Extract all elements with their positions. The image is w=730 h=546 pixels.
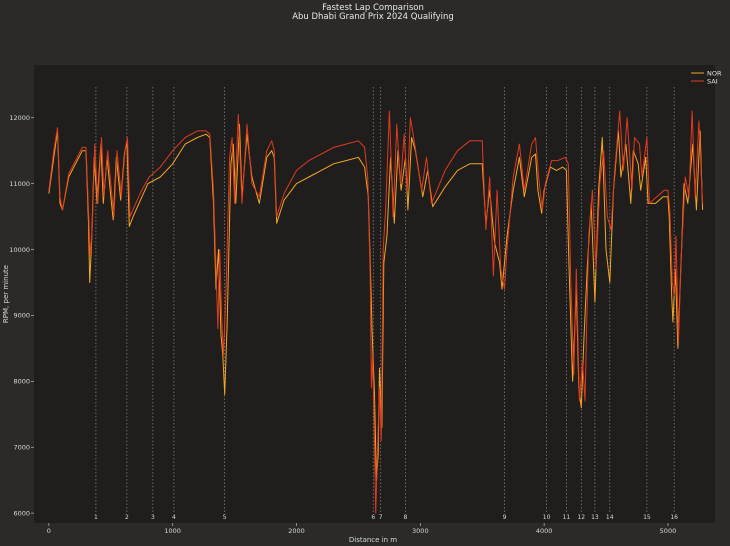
corner-markers: 1 2 3 4 5 6 7 8 9 10 11 12 13 14 15 16 — [94, 87, 678, 521]
x-tick-label: 3000 — [412, 527, 429, 535]
x-axis-ticks: 0 1000 2000 3000 4000 5000 — [47, 523, 676, 535]
y-tick-label: 7000 — [13, 444, 30, 452]
y-tick-label: 6000 — [13, 509, 30, 517]
chart-title: Fastest Lap Comparison — [322, 3, 424, 13]
corner-label-13: 13 — [591, 514, 599, 521]
corner-label-9: 9 — [503, 514, 507, 521]
corner-label-12: 12 — [577, 514, 585, 521]
y-axis-ticks: 6000 7000 8000 9000 10000 11000 12000 — [9, 114, 34, 517]
x-tick-label: 4000 — [536, 527, 553, 535]
corner-label-8: 8 — [404, 514, 408, 521]
corner-label-16: 16 — [670, 514, 678, 521]
corner-label-3: 3 — [151, 514, 155, 521]
y-tick-label: 11000 — [9, 180, 30, 188]
x-tick-label: 5000 — [660, 527, 677, 535]
x-tick-label: 0 — [47, 527, 51, 535]
corner-label-1: 1 — [94, 514, 98, 521]
corner-label-7: 7 — [379, 514, 383, 521]
y-tick-label: 12000 — [9, 114, 30, 122]
x-tick-label: 1000 — [164, 527, 181, 535]
legend-label-nor: NOR — [707, 70, 722, 78]
legend-label-sai: SAI — [707, 78, 718, 86]
y-axis-label: RPM, per minute — [2, 265, 10, 323]
corner-label-6: 6 — [371, 514, 375, 521]
corner-label-14: 14 — [606, 514, 614, 521]
legend: NOR SAI — [691, 70, 722, 86]
corner-label-5: 5 — [223, 514, 227, 521]
y-tick-label: 8000 — [13, 378, 30, 386]
x-tick-label: 2000 — [288, 527, 305, 535]
corner-label-11: 11 — [563, 514, 571, 521]
chart-subtitle: Abu Dhabi Grand Prix 2024 Qualifying — [292, 12, 454, 22]
corner-label-2: 2 — [125, 514, 129, 521]
x-axis-label: Distance in m — [349, 536, 397, 544]
y-tick-label: 10000 — [9, 246, 30, 254]
y-tick-label: 9000 — [13, 312, 30, 320]
corner-label-10: 10 — [543, 514, 551, 521]
series-line-sai — [48, 110, 704, 514]
corner-label-4: 4 — [172, 514, 176, 521]
corner-label-15: 15 — [643, 514, 651, 521]
